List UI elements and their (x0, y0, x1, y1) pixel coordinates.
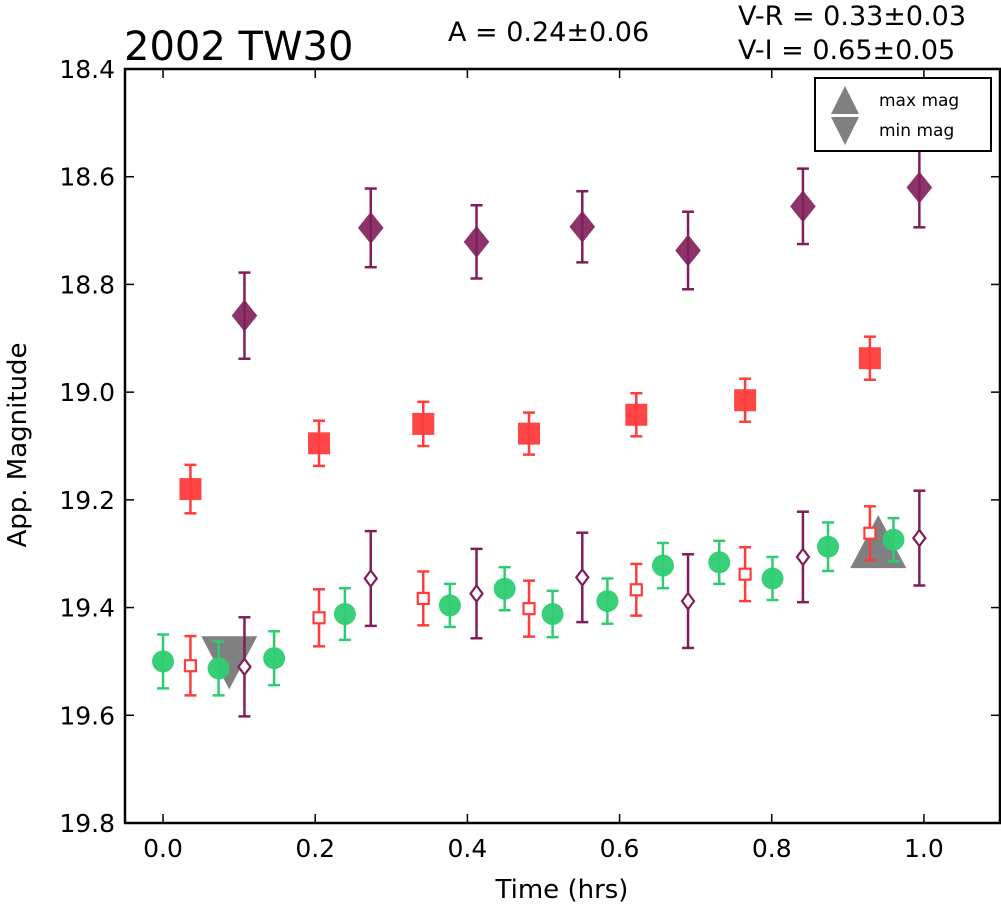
chart-title: 2002 TW30 (124, 24, 353, 70)
data-point-circle (438, 594, 461, 617)
x-tick-label: 0.6 (600, 834, 640, 863)
data-point-diamond (463, 225, 490, 258)
x-tick-labels: 0.0 0.2 0.4 0.6 0.8 1.0 (143, 69, 944, 863)
data-point-diamond (906, 171, 933, 204)
data-point-circle (263, 647, 286, 670)
data-point-open-diamond (574, 567, 590, 588)
data-point-open-diamond (469, 583, 484, 604)
v-r-annotation: V-R = 0.33±0.03 (738, 1, 966, 32)
series-filled-circle (152, 516, 905, 697)
data-point-square (734, 389, 757, 412)
data-point-diamond (675, 234, 701, 267)
v-i-annotation: V-I = 0.65±0.05 (738, 35, 955, 66)
data-point-open-square (522, 602, 536, 616)
data-point-square (858, 347, 881, 370)
data-point-circle (596, 590, 619, 613)
x-tick-label: 0.8 (752, 834, 792, 863)
y-tick-label: 19.2 (59, 486, 115, 515)
data-point-open-diamond (363, 568, 379, 589)
data-point-circle (541, 603, 564, 626)
data-point-circle (333, 603, 356, 626)
data-point-open-diamond (237, 656, 252, 677)
x-tick-label: 0.4 (448, 834, 488, 863)
data-point-circle (817, 535, 840, 558)
data-point-square (308, 432, 331, 455)
data-point-square (179, 478, 202, 501)
y-tick-label: 19.4 (59, 594, 115, 623)
legend-max-mag-icon (831, 86, 859, 114)
data-point-diamond (231, 299, 258, 332)
y-axis-label: App. Magnitude (3, 342, 33, 547)
data-point-circle (207, 657, 230, 680)
data-point-open-square (629, 583, 643, 597)
data-point-diamond (790, 190, 816, 223)
series-open-square (183, 505, 877, 697)
x-tick-label: 0.0 (143, 834, 183, 863)
y-tick-labels: 18.4 18.6 18.8 19.0 19.2 19.4 19.6 19.8 (59, 55, 1000, 838)
legend-min-mag-icon (831, 117, 859, 145)
data-point-open-diamond (680, 591, 696, 611)
series-filled-square (179, 335, 881, 515)
y-tick-label: 18.4 (59, 55, 115, 84)
x-axis-label: Time (hrs) (495, 875, 629, 904)
y-tick-label: 19.0 (59, 378, 115, 407)
data-point-open-diamond (795, 547, 811, 567)
amplitude-annotation: A = 0.24±0.06 (448, 17, 649, 48)
data-point-circle (882, 528, 905, 551)
data-point-circle (761, 567, 784, 590)
y-tick-label: 19.6 (59, 701, 115, 730)
legend-min-mag-label: min mag (879, 121, 954, 141)
data-point-open-square (183, 659, 198, 673)
data-point-open-square (738, 567, 752, 581)
data-point-circle (708, 551, 731, 574)
data-point-circle (493, 577, 516, 600)
series-open-diamond (237, 489, 927, 718)
data-point-open-square (312, 611, 326, 625)
x-tick-label: 1.0 (904, 834, 944, 863)
legend: max mag min mag (814, 77, 992, 152)
x-tick-label: 0.2 (295, 834, 335, 863)
data-point-square (412, 412, 435, 435)
series-filled-diamond (231, 146, 933, 361)
data-point-diamond (357, 211, 384, 244)
data-point-circle (651, 554, 674, 577)
data-point-diamond (569, 210, 596, 243)
plot-frame (123, 67, 1001, 825)
data-point-square (518, 422, 541, 445)
data-point-circle (152, 650, 175, 673)
data-point-open-diamond (911, 528, 927, 548)
y-tick-label: 18.6 (59, 163, 115, 192)
legend-max-mag-label: max mag (879, 91, 959, 111)
y-tick-label: 19.8 (59, 809, 115, 838)
data-point-square (625, 403, 648, 426)
data-point-open-square (863, 526, 877, 540)
plot-layer (152, 146, 933, 718)
data-point-open-square (416, 591, 430, 606)
y-tick-label: 18.8 (59, 270, 115, 299)
